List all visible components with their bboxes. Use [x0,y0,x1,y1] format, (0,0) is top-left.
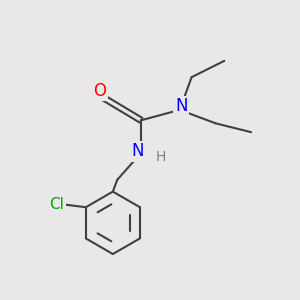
Text: O: O [93,82,106,100]
Text: H: H [155,150,166,164]
Text: N: N [175,97,188,115]
Text: Cl: Cl [49,197,64,212]
Text: N: N [132,142,144,160]
